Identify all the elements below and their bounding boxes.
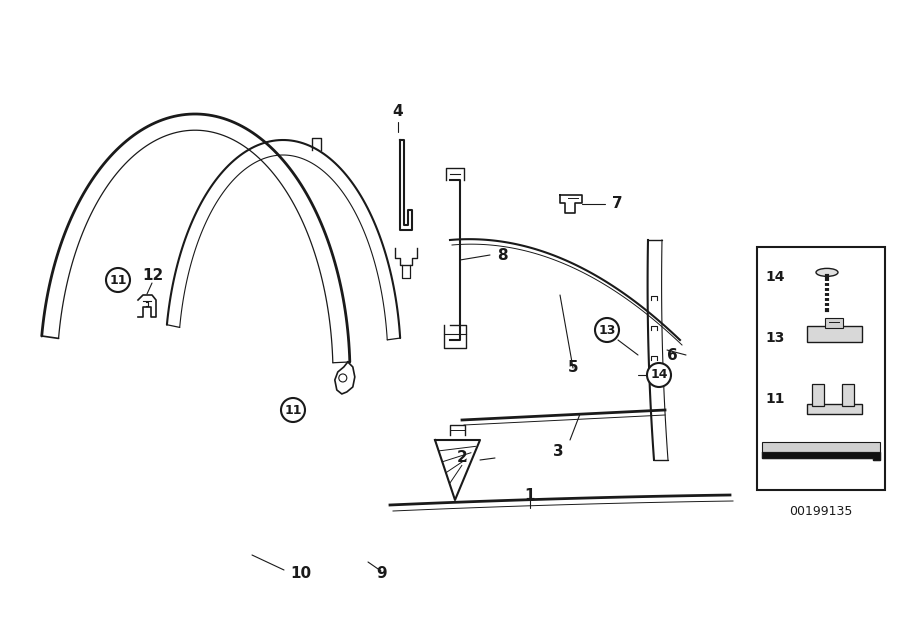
FancyBboxPatch shape [807,326,862,342]
Circle shape [106,268,130,292]
Circle shape [281,398,305,422]
Polygon shape [762,452,880,460]
Text: 10: 10 [291,565,311,581]
Text: 5: 5 [568,361,579,375]
Text: 3: 3 [553,445,563,459]
Text: 8: 8 [497,247,508,263]
Text: 14: 14 [765,270,785,284]
Bar [762,441,880,452]
Circle shape [647,363,671,387]
Text: 11: 11 [765,392,785,406]
Text: 9: 9 [377,565,387,581]
Text: 12: 12 [142,268,164,282]
Text: 7: 7 [612,197,622,212]
Bar [842,384,854,406]
Ellipse shape [816,268,838,277]
Text: 6: 6 [667,347,678,363]
Bar [812,384,824,406]
Polygon shape [435,440,480,500]
Text: 11: 11 [109,273,127,286]
Text: 11: 11 [284,403,302,417]
Text: 00199135: 00199135 [789,505,852,518]
Text: 4: 4 [392,104,403,120]
Text: 2: 2 [456,450,467,466]
Bar [757,247,885,490]
Circle shape [595,318,619,342]
FancyBboxPatch shape [825,318,843,328]
Text: 14: 14 [650,368,668,382]
Bar [807,404,862,414]
Text: 13: 13 [598,324,616,336]
Text: 13: 13 [765,331,785,345]
Text: 1: 1 [525,488,535,502]
